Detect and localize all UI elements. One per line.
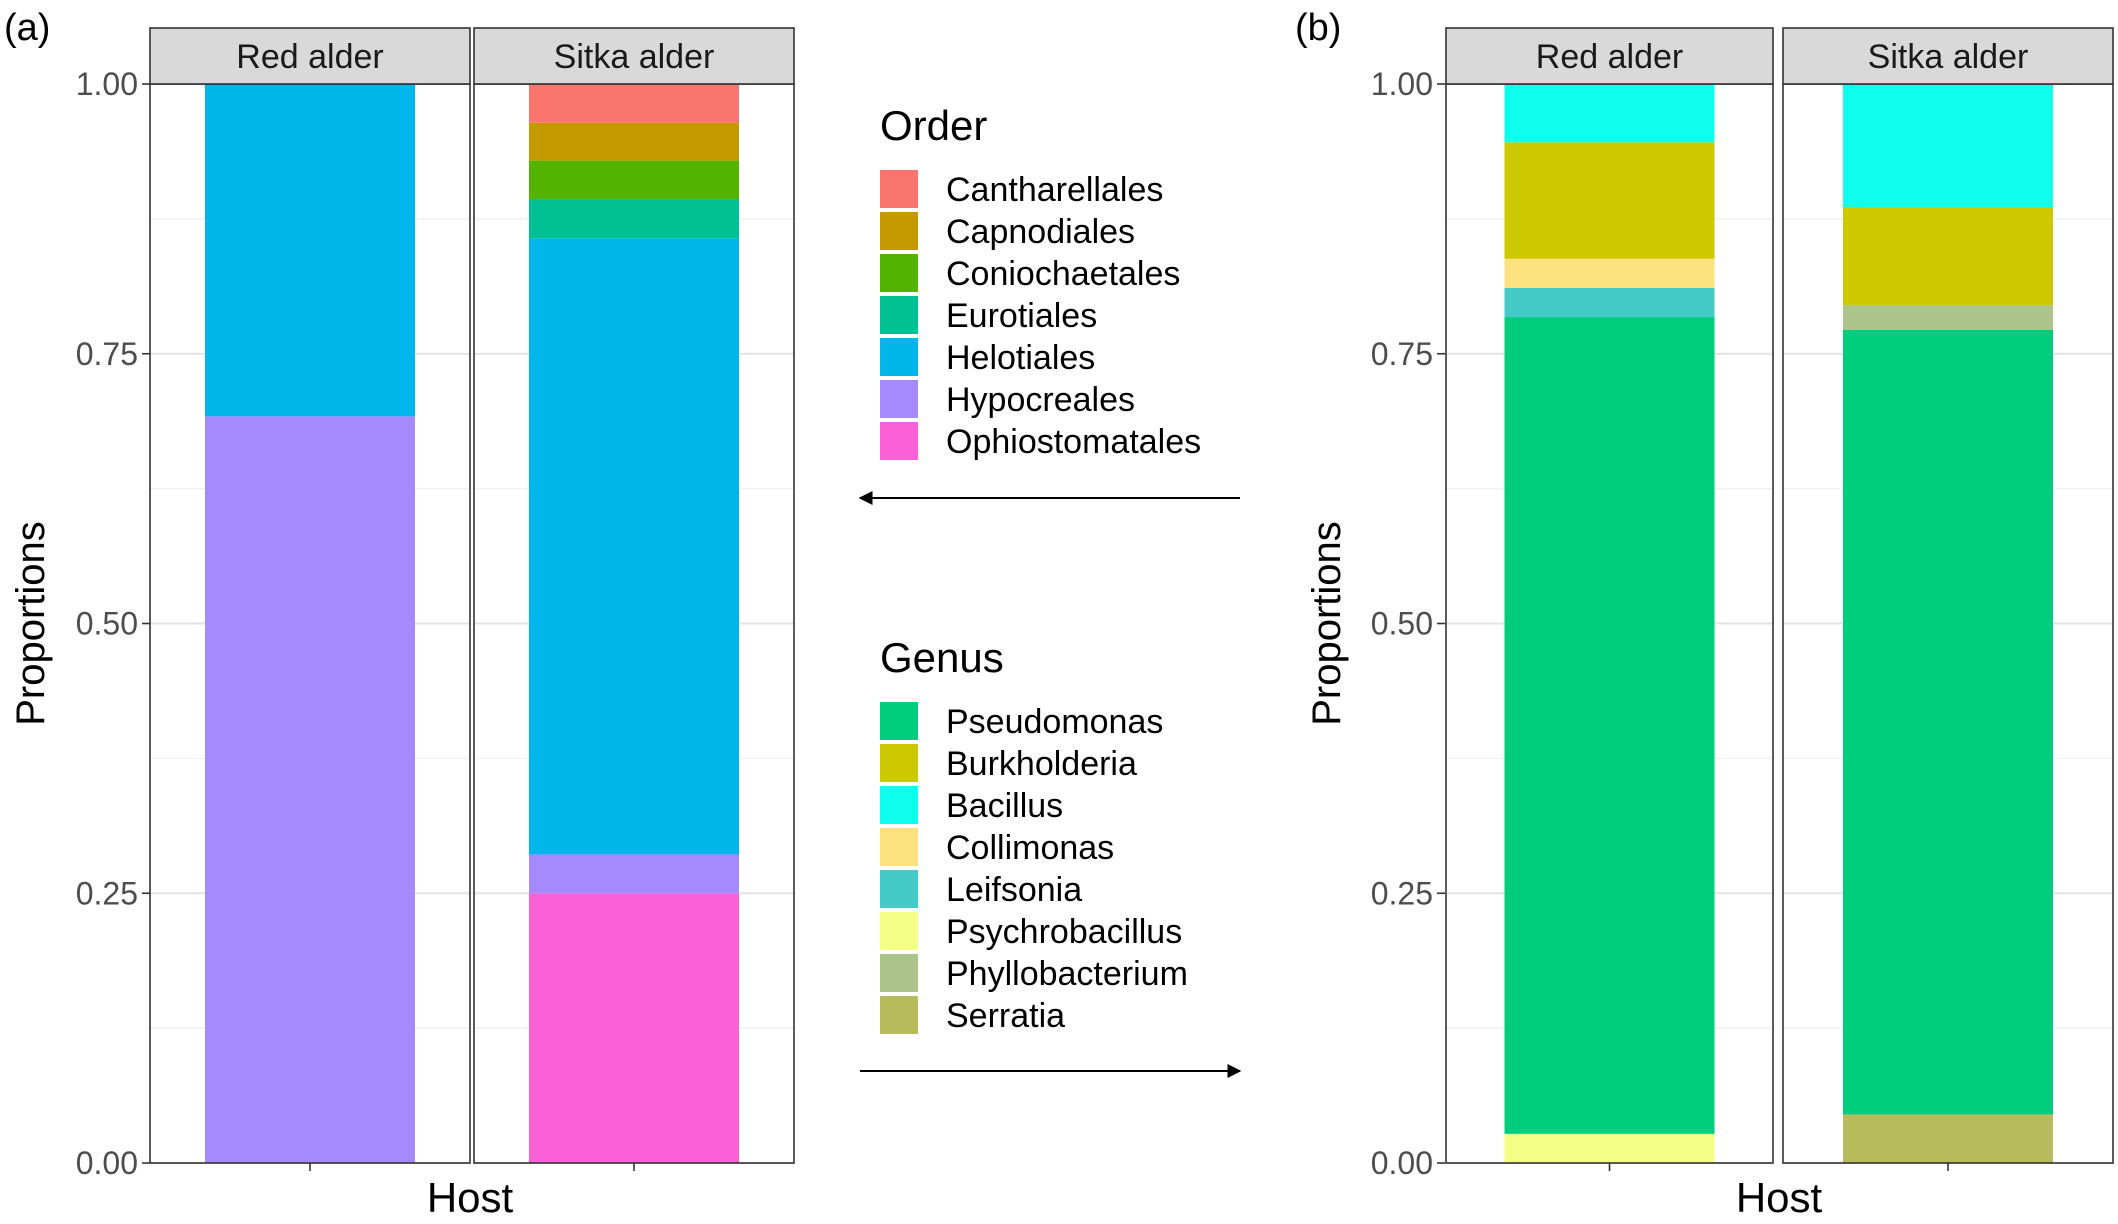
legend-label-phyllobacterium: Phyllobacterium xyxy=(946,955,1188,993)
y-tick-label: 0.75 xyxy=(1371,336,1433,372)
legend-swatch-pseudomonas xyxy=(880,702,918,740)
panel-a: (a) Red alder Sitka alder 0.00 0.25 0.50 0.75 1… xyxy=(4,7,795,1221)
y-tick-label: 0.75 xyxy=(76,336,138,372)
legend-swatch-hypocreales xyxy=(880,380,918,418)
legend-swatch-psychrobacillus xyxy=(880,912,918,950)
y-tick-label: 0.00 xyxy=(76,1145,138,1181)
legend-label-ophiostomatales: Ophiostomatales xyxy=(946,423,1201,461)
legends: Order Cantharellales Capnodiales Coniochaet… xyxy=(880,102,1201,1035)
facet-strip-label: Red alder xyxy=(236,38,383,76)
legend-label-helotiales: Helotiales xyxy=(946,339,1095,377)
legend-label-capnodiales: Capnodiales xyxy=(946,213,1135,251)
y-tick-label: 1.00 xyxy=(76,66,138,102)
bar-segment-phyllobacterium xyxy=(1843,305,2053,331)
legend-title: Order xyxy=(880,102,987,149)
panel-b: (b) Red alder Sitka alder 0.00 0.25 0.50 0.75 1… xyxy=(1295,7,2114,1221)
facet-strip-label: Red alder xyxy=(1536,38,1683,76)
x-axis-title: Host xyxy=(427,1174,514,1221)
legend-swatch-phyllobacterium xyxy=(880,954,918,992)
legend-label-serratia: Serratia xyxy=(946,997,1065,1035)
bar-segment-coniochaetales xyxy=(529,160,739,200)
legend-swatch-burkholderia xyxy=(880,744,918,782)
bar-segment-cantharellales xyxy=(529,84,739,123)
facet-sitka-alder: Sitka alder xyxy=(1782,27,2114,1171)
bar-segment-eurotiales xyxy=(529,199,739,239)
legend-swatch-eurotiales xyxy=(880,296,918,334)
y-tick-label: 0.25 xyxy=(76,875,138,911)
y-tick-label: 0.00 xyxy=(1371,1145,1433,1181)
bar-segment-capnodiales xyxy=(529,122,739,161)
facet-strip xyxy=(473,27,795,85)
bar-segment-serratia xyxy=(1843,1114,2053,1163)
legend-label-burkholderia: Burkholderia xyxy=(946,745,1137,783)
facet-strip xyxy=(1445,27,1774,85)
bar-segment-burkholderia xyxy=(1843,207,2053,306)
y-tick-label: 0.25 xyxy=(1371,875,1433,911)
facet-sitka-alder: Sitka alder xyxy=(473,27,795,1171)
legend-swatch-ophiostomatales xyxy=(880,422,918,460)
bar-segment-pseudomonas xyxy=(1843,330,2053,1115)
legend-swatch-bacillus xyxy=(880,786,918,824)
legend-label-psychrobacillus: Psychrobacillus xyxy=(946,913,1182,951)
bar-segment-hypocreales xyxy=(205,416,415,1163)
legend-swatch-helotiales xyxy=(880,338,918,376)
panel-label: (b) xyxy=(1295,7,1341,49)
legend-swatch-leifsonia xyxy=(880,870,918,908)
facet-strip-label: Sitka alder xyxy=(554,38,715,76)
bar-segment-hypocreales xyxy=(529,854,739,894)
facet-strip-label: Sitka alder xyxy=(1868,38,2029,76)
y-tick-label: 0.50 xyxy=(1371,606,1433,642)
legend-label-hypocreales: Hypocreales xyxy=(946,381,1135,419)
bar-segment-bacillus xyxy=(1843,84,2053,208)
bar-segment-pseudomonas xyxy=(1504,317,1715,1134)
legend-swatch-cantharellales xyxy=(880,170,918,208)
legend-swatch-collimonas xyxy=(880,828,918,866)
panel-label: (a) xyxy=(4,7,50,49)
bar-segment-collimonas xyxy=(1504,258,1715,288)
facet-red-alder: Red alder xyxy=(149,27,471,1171)
legend-label-collimonas: Collimonas xyxy=(946,829,1114,867)
facet-red-alder: Red alder xyxy=(1445,27,1774,1171)
bar-segment-bacillus xyxy=(1504,84,1715,143)
legend-swatch-coniochaetales xyxy=(880,254,918,292)
legend-title: Genus xyxy=(880,634,1004,681)
legend-genus: Genus Pseudomonas Burkholderia Bacillus Coll… xyxy=(880,634,1188,1035)
bar-segment-burkholderia xyxy=(1504,142,1715,259)
legend-label-bacillus: Bacillus xyxy=(946,787,1063,825)
y-axis-title: Proportions xyxy=(1305,521,1349,726)
bar-segment-psychrobacillus xyxy=(1504,1133,1715,1163)
legend-label-coniochaetales: Coniochaetales xyxy=(946,255,1180,293)
legend-swatch-capnodiales xyxy=(880,212,918,250)
y-tick-label: 1.00 xyxy=(1371,66,1433,102)
bar-segment-helotiales xyxy=(529,238,739,855)
legend-label-eurotiales: Eurotiales xyxy=(946,297,1097,335)
bar-segment-helotiales xyxy=(205,84,415,417)
y-axis-title: Proportions xyxy=(9,521,53,726)
facet-strip xyxy=(1782,27,2114,85)
y-tick-label: 0.50 xyxy=(76,606,138,642)
legend-label-cantharellales: Cantharellales xyxy=(946,171,1163,209)
legend-label-leifsonia: Leifsonia xyxy=(946,871,1082,909)
bar-segment-leifsonia xyxy=(1504,287,1715,318)
legend-label-pseudomonas: Pseudomonas xyxy=(946,703,1163,741)
bar-segment-ophiostomatales xyxy=(529,893,739,1163)
legend-swatch-serratia xyxy=(880,996,918,1034)
legend-order: Order Cantharellales Capnodiales Coniochaet… xyxy=(880,102,1201,461)
x-axis-title: Host xyxy=(1736,1174,1823,1221)
facet-strip xyxy=(149,27,471,85)
